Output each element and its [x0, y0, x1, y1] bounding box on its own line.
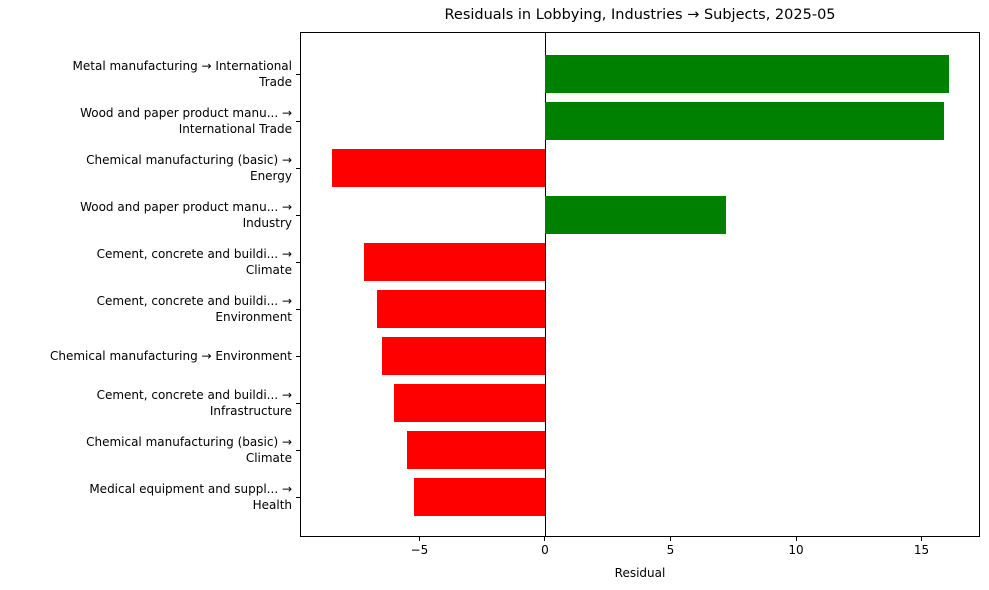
y-tick-label: Wood and paper product manu... → Industry — [80, 200, 292, 230]
y-tick — [296, 309, 300, 310]
x-tick — [544, 537, 546, 541]
y-tick-label: Cement, concrete and buildi... → Climate — [96, 247, 292, 277]
x-tick — [669, 537, 671, 541]
bar — [394, 384, 545, 422]
y-tick — [296, 497, 300, 498]
y-tick-label: Cement, concrete and buildi... → Infrastr… — [96, 388, 292, 418]
y-tick — [296, 74, 300, 75]
x-tick — [921, 537, 922, 541]
x-tick — [418, 537, 420, 541]
zero-line — [544, 33, 546, 536]
plot-area — [300, 32, 980, 537]
bar — [544, 196, 726, 234]
y-tick — [296, 356, 300, 357]
bar — [376, 290, 545, 328]
bar — [364, 243, 545, 281]
y-tick-label: Wood and paper product manu... → Internat… — [80, 106, 292, 136]
x-tick-label: 10 — [788, 543, 804, 557]
y-tick — [296, 403, 300, 404]
bar — [331, 149, 545, 187]
y-tick-label: Metal manufacturing → International Trade — [72, 59, 292, 89]
y-tick — [296, 215, 300, 216]
y-tick — [296, 121, 300, 122]
x-axis-label: Residual — [614, 566, 666, 580]
y-tick — [296, 168, 300, 169]
y-tick-label: Chemical manufacturing (basic) → Climate — [86, 435, 292, 465]
y-tick-label: Chemical manufacturing → Environment — [49, 349, 292, 363]
x-tick-label: 5 — [666, 543, 675, 557]
bar — [544, 55, 950, 93]
y-tick — [296, 450, 300, 451]
y-tick-label: Cement, concrete and buildi... → Environm… — [96, 294, 292, 324]
y-tick-label: Chemical manufacturing (basic) → Energy — [86, 153, 292, 183]
bar — [544, 102, 945, 140]
chart-title: Residuals in Lobbying, Industries → Subj… — [444, 7, 836, 23]
y-tick-label: Medical equipment and suppl... → Health — [89, 482, 292, 512]
y-tick — [296, 262, 300, 263]
x-tick — [795, 537, 797, 541]
x-tick-label: 0 — [541, 543, 549, 557]
bar — [414, 478, 545, 516]
x-tick-label: 15 — [913, 543, 930, 557]
bar — [381, 337, 545, 375]
bar — [406, 431, 545, 469]
x-tick-label: −5 — [410, 543, 429, 557]
